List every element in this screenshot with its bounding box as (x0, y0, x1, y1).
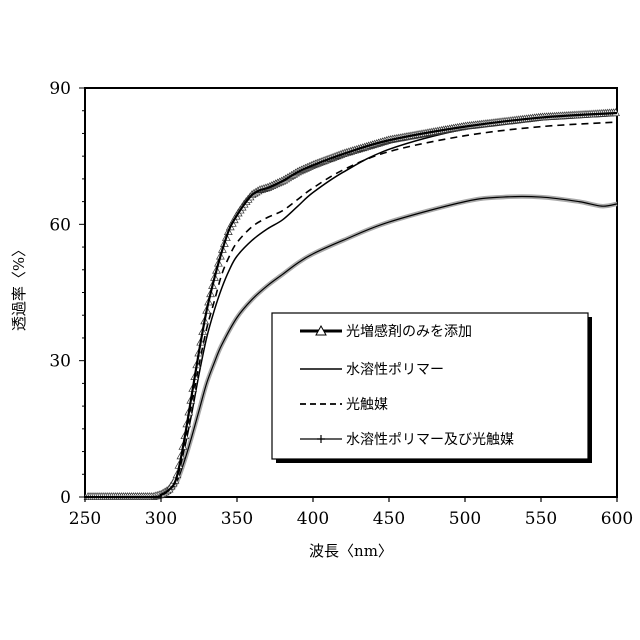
x-tick-label: 450 (373, 509, 405, 529)
y-tick-label: 60 (49, 215, 71, 235)
x-tick-label: 500 (449, 509, 481, 529)
legend-label: 光増感剤のみを添加 (346, 323, 472, 340)
legend-label: 水溶性ポリマー及び光触媒 (346, 432, 514, 448)
x-tick-label: 350 (221, 509, 253, 529)
y-tick-label: 30 (49, 352, 71, 372)
legend-label: 光触媒 (346, 397, 388, 413)
y-axis-title: 透過率〈%〉 (10, 242, 28, 331)
x-axis-title: 波長〈nm〉 (309, 542, 393, 560)
x-tick-label: 300 (145, 509, 177, 529)
x-tick-label: 400 (297, 509, 329, 529)
legend-label: 水溶性ポリマー (346, 362, 444, 378)
y-tick-label: 0 (60, 488, 71, 508)
x-tick-label: 600 (601, 509, 633, 529)
x-tick-label: 250 (69, 509, 101, 529)
y-tick-label: 90 (49, 79, 71, 99)
x-tick-label: 550 (525, 509, 557, 529)
legend: 光増感剤のみを添加水溶性ポリマー光触媒水溶性ポリマー及び光触媒 (272, 313, 592, 463)
